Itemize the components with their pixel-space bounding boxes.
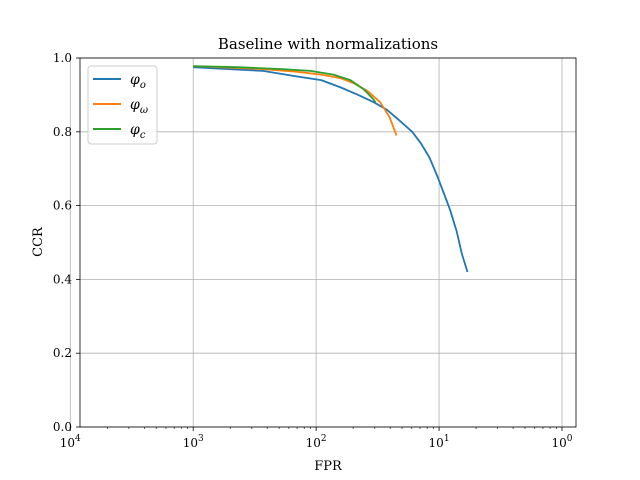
x-tick-label-base: 10 bbox=[429, 436, 444, 450]
y-tick-label: 0.0 bbox=[53, 420, 72, 434]
x-tick-label-exponent: 3 bbox=[198, 434, 204, 444]
y-tick-label: 1.0 bbox=[53, 51, 72, 65]
series-line-ω bbox=[193, 65, 398, 136]
legend-label: φo bbox=[130, 72, 146, 91]
legend-subscript: ω bbox=[140, 105, 148, 116]
series-layer bbox=[193, 65, 469, 273]
x-tick-label-base: 10 bbox=[183, 436, 198, 450]
x-tick-label-base: 10 bbox=[306, 436, 321, 450]
plot-frame bbox=[79, 57, 577, 428]
x-tick-label-base: 10 bbox=[60, 436, 75, 450]
x-tick-label: 103 bbox=[183, 434, 204, 450]
y-tick-label: 0.4 bbox=[53, 272, 72, 286]
legend-label: φω bbox=[130, 97, 148, 116]
x-tick-label-exponent: 2 bbox=[321, 434, 327, 444]
series-line-c bbox=[193, 65, 377, 103]
x-axis-label: FPR bbox=[314, 459, 343, 474]
x-tick-label-exponent: 4 bbox=[75, 434, 81, 444]
x-tick-label-base: 10 bbox=[551, 436, 566, 450]
series-line-o bbox=[193, 66, 469, 273]
x-tick-label: 101 bbox=[429, 434, 450, 450]
legend-subscript: c bbox=[140, 130, 146, 141]
x-tick-label-exponent: 0 bbox=[567, 434, 573, 444]
legend-box bbox=[87, 65, 158, 145]
legend-subscript: o bbox=[140, 80, 146, 91]
y-tick-label: 0.8 bbox=[53, 125, 72, 139]
legend-symbol: φ bbox=[130, 122, 140, 138]
x-tick-label: 102 bbox=[306, 434, 327, 450]
x-tick-label: 100 bbox=[551, 434, 572, 450]
y-axis-label: CCR bbox=[31, 226, 46, 257]
y-tick-label: 0.2 bbox=[53, 346, 72, 360]
x-tick-label-exponent: 1 bbox=[444, 434, 450, 444]
y-tick-label: 0.6 bbox=[53, 199, 72, 213]
legend-symbol: φ bbox=[130, 72, 140, 88]
legend-symbol: φ bbox=[130, 97, 140, 113]
legend-label: φc bbox=[130, 122, 146, 141]
chart-title: Baseline with normalizations bbox=[218, 35, 438, 53]
x-tick-label: 104 bbox=[60, 434, 81, 450]
